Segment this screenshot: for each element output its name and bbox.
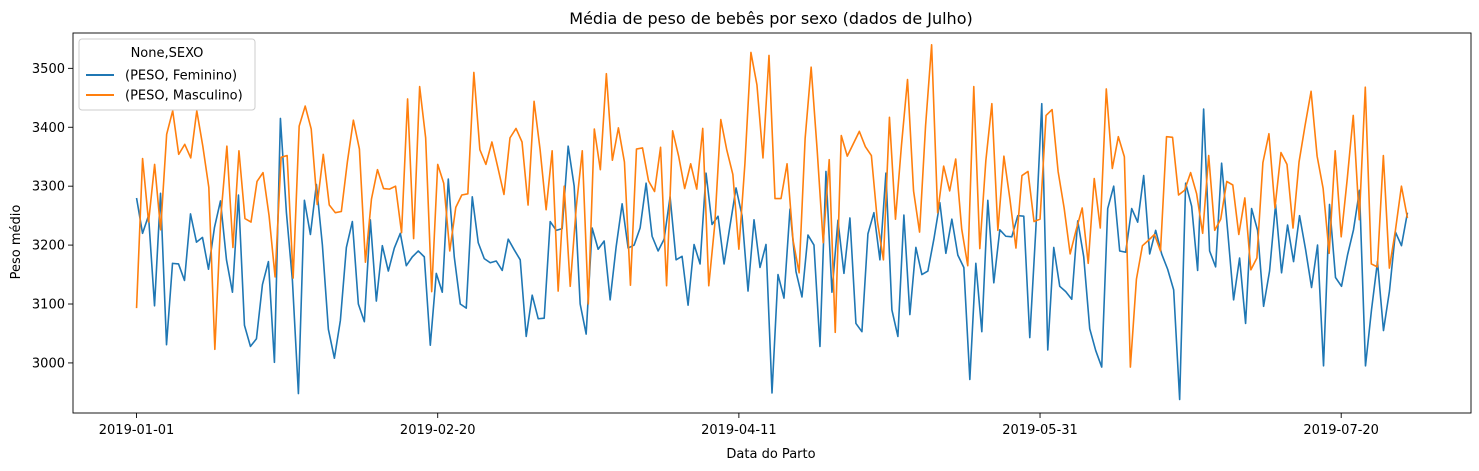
y-tick-label: 3300 xyxy=(32,180,65,195)
y-axis-title: Peso médio xyxy=(9,205,24,280)
legend-title: None,SEXO xyxy=(131,46,204,61)
y-tick-label: 3100 xyxy=(32,298,65,313)
legend-frame xyxy=(78,38,256,111)
x-axis: 2019-01-01 2019-02-20 2019-04-11 2019-05-31… xyxy=(99,413,1379,438)
legend: None,SEXO (PESO, Feminino) (PESO, Masculin… xyxy=(78,38,256,111)
x-tick-label: 2019-07-20 xyxy=(1303,423,1379,438)
x-tick-label: 2019-02-20 xyxy=(400,423,476,438)
x-tick-label: 2019-05-31 xyxy=(1002,423,1078,438)
x-tick-label: 2019-04-11 xyxy=(701,423,777,438)
plot-area xyxy=(72,32,1472,414)
legend-label-feminino: (PESO, Feminino) xyxy=(125,69,237,84)
x-axis-title: Data do Parto xyxy=(726,447,815,462)
y-axis: 3000 3100 3200 3300 3400 3500 xyxy=(32,62,73,371)
y-tick-label: 3000 xyxy=(32,356,65,371)
y-tick-label: 3200 xyxy=(32,239,65,254)
y-tick-label: 3500 xyxy=(32,62,65,77)
legend-label-masculino: (PESO, Masculino) xyxy=(125,89,243,104)
series-line-masculino xyxy=(135,43,1409,368)
x-tick-label: 2019-01-01 xyxy=(99,423,175,438)
chart-title: Média de peso de bebês por sexo (dados d… xyxy=(569,9,972,28)
series-line-feminino xyxy=(135,102,1409,401)
y-tick-label: 3400 xyxy=(32,121,65,136)
plot-frame xyxy=(72,32,1472,414)
